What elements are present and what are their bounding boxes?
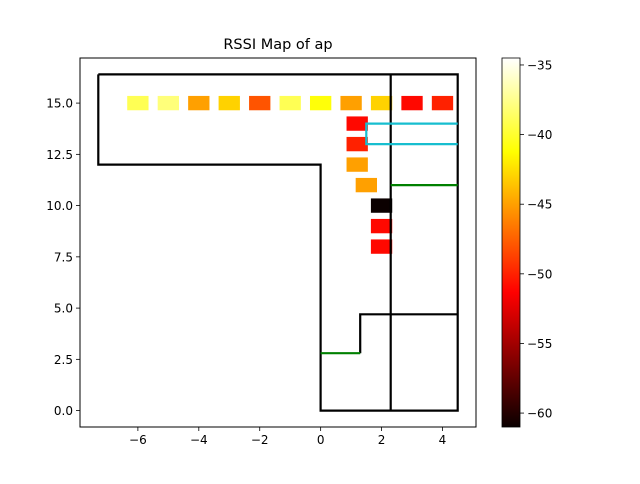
rssi-cell [309, 95, 332, 111]
rssi-cell [249, 95, 271, 111]
y-tick-label: 0.0 [54, 404, 73, 418]
rssi-cell [346, 116, 368, 131]
x-tick-label: −4 [190, 433, 208, 447]
rssi-cell [370, 198, 393, 213]
y-tick-label: 2.5 [54, 353, 73, 367]
y-tick-label: 15.0 [46, 97, 73, 111]
y-tick-label: 7.5 [54, 250, 73, 264]
y-tick-label: 10.0 [46, 199, 73, 213]
wall-line [97, 73, 459, 412]
chart-title: RSSI Map of ap [223, 37, 332, 53]
x-tick-label: 4 [439, 433, 447, 447]
colorbar-tick-label: −60 [527, 407, 552, 421]
rssi-cell [346, 136, 368, 152]
rssi-cell [218, 95, 240, 111]
rssi-cell [370, 95, 393, 111]
plot-frame [79, 57, 477, 428]
colorbar [501, 57, 521, 428]
rssi-cell [370, 218, 393, 234]
rssi-cells [127, 95, 454, 254]
rssi-cell [355, 177, 377, 193]
rssi-cell [340, 95, 362, 111]
x-tick-label: 2 [378, 433, 386, 447]
x-tick-label: −2 [251, 433, 269, 447]
y-tick-label: 5.0 [54, 302, 73, 316]
rssi-cell [346, 157, 368, 172]
floorplan-walls [97, 73, 459, 412]
colorbar-tick-label: −40 [527, 128, 552, 142]
colorbar-tick-label: −50 [527, 267, 552, 281]
rssi-cell [127, 95, 149, 111]
wall-line [359, 313, 458, 354]
rssi-cell [188, 95, 210, 111]
colorbar-tick-label: −55 [527, 337, 552, 351]
x-axis: −6 −4 −2 0 2 4 [129, 427, 446, 447]
x-tick-label: −6 [129, 433, 147, 447]
rssi-cell [401, 95, 423, 111]
rssi-cell [157, 95, 179, 111]
rssi-cell [431, 95, 454, 111]
colorbar-tick-label: −45 [527, 198, 552, 212]
colorbar-tick-label: −35 [527, 58, 552, 72]
colorbar-axis: −35 −40 −45 −50 −55 −60 [520, 58, 552, 421]
y-axis: 0.0 2.5 5.0 7.5 10.0 12.5 15.0 [46, 97, 80, 418]
wall-line [365, 122, 458, 146]
rssi-cell [370, 239, 393, 254]
rssi-cell [279, 95, 301, 111]
y-tick-label: 12.5 [46, 148, 73, 162]
x-tick-label: 0 [317, 433, 325, 447]
